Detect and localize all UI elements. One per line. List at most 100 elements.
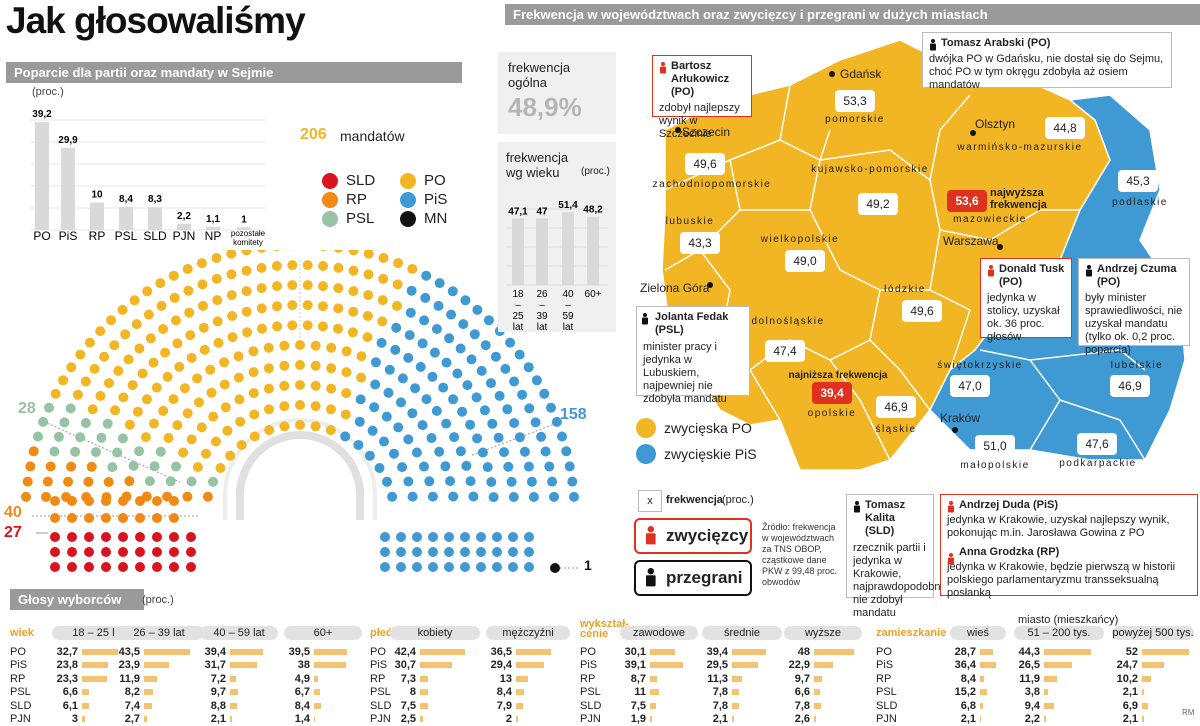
seat-sld [152, 547, 162, 557]
seat-po [206, 387, 217, 398]
seat-pis [404, 330, 415, 341]
table-cell-0-4-1: 7,4 [124, 699, 140, 712]
seat-pis [391, 322, 402, 333]
seat-po [169, 292, 180, 303]
age-bar-label-0-1: – [515, 300, 521, 311]
seat-pis [546, 402, 556, 413]
seat-po [378, 253, 389, 263]
seat-pis [508, 562, 518, 572]
support-bar-value-6: 1,1 [206, 214, 220, 225]
age-bar-label-2-2: 59 [562, 311, 574, 322]
seat-po [66, 362, 77, 373]
seat-po [123, 354, 134, 365]
seat-po [134, 343, 145, 354]
table-cell-3-4-1: 9,4 [1024, 699, 1040, 712]
turnout-overall-value: 48,9% [508, 92, 582, 122]
seat-pis [407, 491, 418, 502]
map-value-opolskie: 39,4 [820, 386, 844, 400]
seat-po [198, 300, 208, 311]
seat-po [186, 434, 197, 445]
legend-winners-box: zwycięzcy [634, 518, 752, 554]
seat-pis [367, 425, 378, 436]
seat-pis [471, 392, 482, 403]
seat-po [213, 337, 224, 348]
table-party-1-1: PiS [370, 659, 388, 672]
seat-sld [67, 532, 77, 542]
seat-sld [101, 532, 111, 542]
table-bar-1-1-1 [516, 662, 544, 669]
seat-po [148, 418, 159, 429]
callout-krakow-winners: Andrzej Duda (PiS) jedynka w Krakowie, u… [940, 494, 1198, 599]
table-bar-3-5-2 [1142, 716, 1144, 722]
table-cell-0-1-3: 38 [297, 659, 310, 672]
seat-pis [446, 309, 457, 320]
legend-dot-po-win [636, 418, 656, 438]
map-name-mazowieckie: mazowieckie [953, 214, 1027, 225]
seat-po [170, 315, 181, 326]
seat-rp [50, 513, 60, 523]
age-bar-value-1: 47 [536, 206, 548, 217]
seat-rp [28, 446, 39, 457]
seat-pis [429, 347, 440, 358]
seat-po [341, 346, 352, 357]
support-bar-label-3: PSL [115, 229, 138, 243]
seat-rp [169, 513, 179, 523]
table-bar-0-5-2 [230, 716, 232, 722]
seat-po [295, 400, 305, 410]
seat-pis [384, 364, 395, 375]
table-bar-2-1-0 [650, 662, 683, 669]
table-bar-3-1-2 [1142, 662, 1165, 669]
seat-pis [441, 357, 452, 368]
seat-sld [186, 562, 196, 572]
seat-pis [438, 382, 449, 393]
seat-pis [460, 295, 471, 306]
table-cell-2-2-0: 8,7 [630, 672, 646, 685]
callout-tusk-text: jedynka w stolicy, uzyskał ok. 36 proc. … [987, 292, 1060, 343]
legend-label-psl: PSL [346, 210, 375, 227]
seat-pis [460, 562, 470, 572]
seat-psl [112, 447, 123, 458]
seat-po [273, 250, 280, 251]
callout-arlukowicz-name: Bartosz Arłukowicz (PO) [671, 60, 730, 98]
table-party-0-5: PJN [10, 713, 31, 725]
seat-po [129, 295, 140, 306]
seat-pis [396, 532, 406, 542]
seat-po [148, 357, 159, 368]
seat-pis [476, 365, 487, 376]
map-name-swietokrzyskie: świętokrzyskie [937, 360, 1022, 371]
seat-sld [135, 547, 145, 557]
seat-psl [155, 446, 166, 457]
seat-pis [412, 562, 422, 572]
seat-pis [369, 402, 380, 413]
map-name-podkarpackie: podkarpackie [1059, 458, 1136, 469]
seat-psl [75, 432, 86, 443]
support-bar-6 [206, 226, 220, 230]
seat-sld [118, 547, 128, 557]
seat-po [178, 447, 189, 458]
seat-po [348, 250, 359, 256]
table-bar-1-0-1 [516, 649, 551, 655]
seat-rp [118, 496, 128, 506]
seat-po [226, 250, 237, 259]
seat-psl [80, 418, 91, 428]
callout-fedak: Jolanta Fedak (PSL) minister pracy i jed… [636, 306, 750, 405]
seat-psl [53, 431, 64, 442]
seat-pis [492, 562, 502, 572]
seat-pis [506, 476, 517, 487]
seat-pis [444, 333, 455, 344]
seat-pis [434, 446, 445, 457]
seat-pis [444, 532, 454, 542]
table-cell-1-0-0: 42,4 [394, 646, 416, 658]
callout-fedak-name: Jolanta Fedak (PSL) [655, 311, 729, 336]
po-seats-count: 206 [300, 126, 327, 143]
table-cell-2-0-2: 48 [797, 646, 810, 658]
table-bar-0-1-2 [230, 662, 257, 669]
map-name-lubelskie: lubelskie [1111, 360, 1163, 371]
seat-psl [149, 461, 160, 472]
legend-dot-rp [322, 191, 338, 208]
legend-freq-label: frekwencja [666, 494, 723, 506]
seat-po [318, 301, 328, 312]
table-header-1-0: kobiety [390, 626, 480, 640]
seat-po [58, 375, 69, 386]
table-cell-3-5-0: 2,1 [960, 713, 976, 725]
